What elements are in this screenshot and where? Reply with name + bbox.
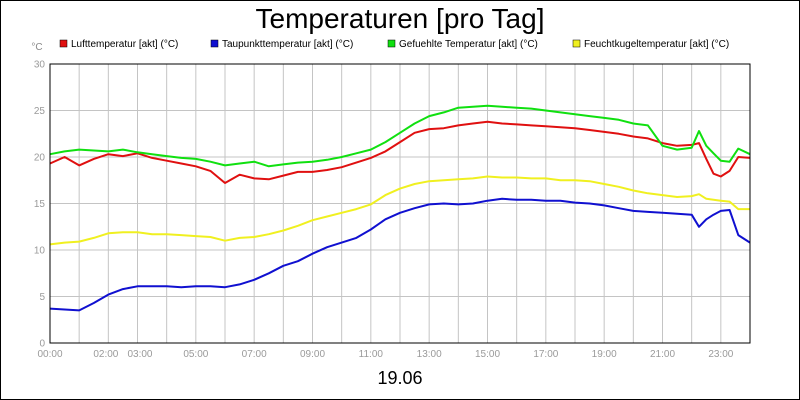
x-tick-label: 07:00 <box>242 349 267 360</box>
y-tick-label: 5 <box>39 292 45 303</box>
legend: Lufttemperatur [akt] (°C) Taupunkttemper… <box>59 39 729 50</box>
y-tick-label: 15 <box>34 199 46 210</box>
grid-layer <box>50 64 750 343</box>
series-layer <box>49 104 751 312</box>
legend-label-taupunkttemperatur: Taupunkttemperatur [akt] (°C) <box>222 39 353 50</box>
x-tick-label: 13:00 <box>417 349 442 360</box>
series-line-0 <box>49 120 751 184</box>
legend-swatch-taupunkttemperatur <box>210 39 219 48</box>
x-tick-label: 02:00 <box>93 349 118 360</box>
plot-area-border <box>49 63 751 344</box>
chart-title: Temperaturen [pro Tag] <box>256 3 545 34</box>
x-tick-label: 19:00 <box>592 349 617 360</box>
series-line-3 <box>49 175 750 246</box>
x-tick-label: 17:00 <box>533 349 558 360</box>
y-tick-label: 30 <box>34 60 46 71</box>
legend-label-lufttemperatur: Lufttemperatur [akt] (°C) <box>71 39 178 50</box>
x-tick-label: 21:00 <box>650 349 675 360</box>
y-tick-label: 10 <box>34 246 46 257</box>
x-tick-label: 05:00 <box>183 349 208 360</box>
x-tick-label: 23:00 <box>708 349 733 360</box>
x-axis-date-label: 19.06 <box>377 368 422 388</box>
legend-label-feuchtkugeltemperatur: Feuchtkugeltemperatur [akt] (°C) <box>584 39 729 50</box>
y-tick-label: 25 <box>34 106 46 117</box>
y-axis-unit-label: °C <box>31 42 42 53</box>
legend-label-gefuehlte-temperatur: Gefuehlte Temperatur [akt] (°C) <box>399 39 538 50</box>
x-tick-label: 11:00 <box>359 349 384 360</box>
series-line-2 <box>49 104 751 168</box>
x-tick-label: 03:00 <box>127 349 152 360</box>
x-tick-label: 00:00 <box>37 349 62 360</box>
y-tick-label: 20 <box>34 153 46 164</box>
legend-swatch-gefuehlte-temperatur <box>387 39 396 48</box>
x-tick-label: 09:00 <box>300 349 325 360</box>
tick-layer: 0 5 10 15 20 25 30 00:00 02:00 03:00 05:00 07:00 09:… <box>34 60 734 361</box>
x-tick-label: 15:00 <box>475 349 500 360</box>
y-tick-label: 0 <box>39 339 45 350</box>
series-line-1 <box>49 197 751 312</box>
legend-swatch-lufttemperatur <box>59 39 68 48</box>
legend-swatch-feuchtkugeltemperatur <box>572 39 581 48</box>
